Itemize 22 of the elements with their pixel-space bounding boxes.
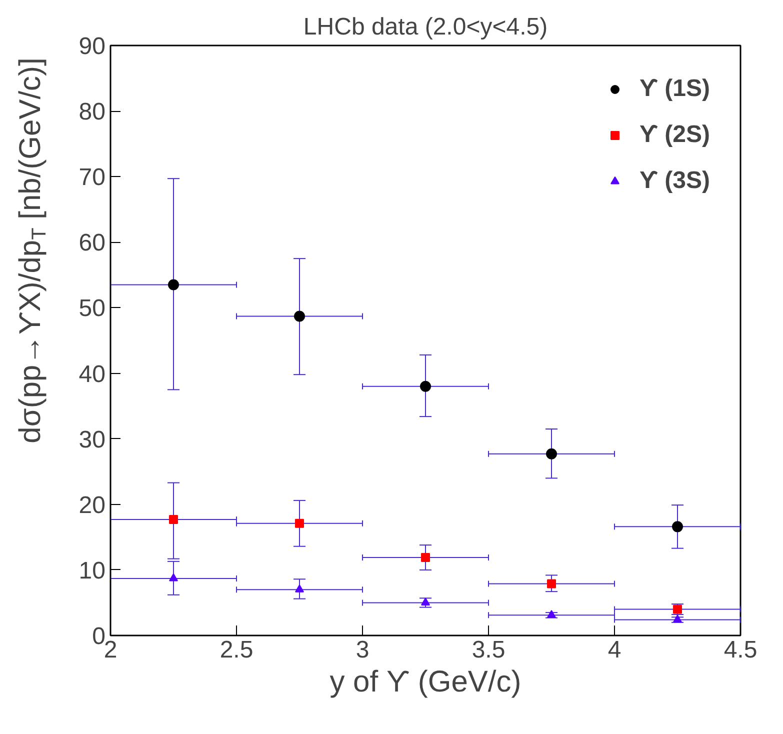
y-tick-label: 60 <box>78 230 106 257</box>
legend-label: ϒ (2S) <box>640 121 710 149</box>
x-tick-label: 4.5 <box>724 636 758 664</box>
y-tick-label: 50 <box>78 295 106 322</box>
y-tick-label: 90 <box>78 33 106 60</box>
chart-title: LHCb data (2.0<y<4.5) <box>303 14 548 40</box>
x-tick-label: 3.5 <box>472 636 506 664</box>
x-tick-label: 3 <box>356 636 370 664</box>
y-tick-label: 30 <box>78 426 106 454</box>
y-tick-label: 10 <box>78 557 106 584</box>
x-tick-label: 4 <box>608 636 622 664</box>
y-tick-label: 80 <box>78 98 106 126</box>
legend-label: ϒ (3S) <box>640 167 710 195</box>
legend-label: ϒ (1S) <box>640 75 710 103</box>
y-tick-label: 70 <box>78 164 106 192</box>
y-tick-label: 0 <box>92 623 106 650</box>
x-tick-label: 2 <box>104 636 118 664</box>
y-tick-label: 20 <box>78 492 106 519</box>
x-axis-title: y of ϒ (GeV/c) <box>330 666 522 698</box>
x-tick-label: 2.5 <box>220 636 254 664</box>
y-tick-label: 40 <box>78 360 106 388</box>
y-axis-title: dσ(pp→ϒX)/dpT [nb/(GeV/c)] <box>14 58 50 444</box>
